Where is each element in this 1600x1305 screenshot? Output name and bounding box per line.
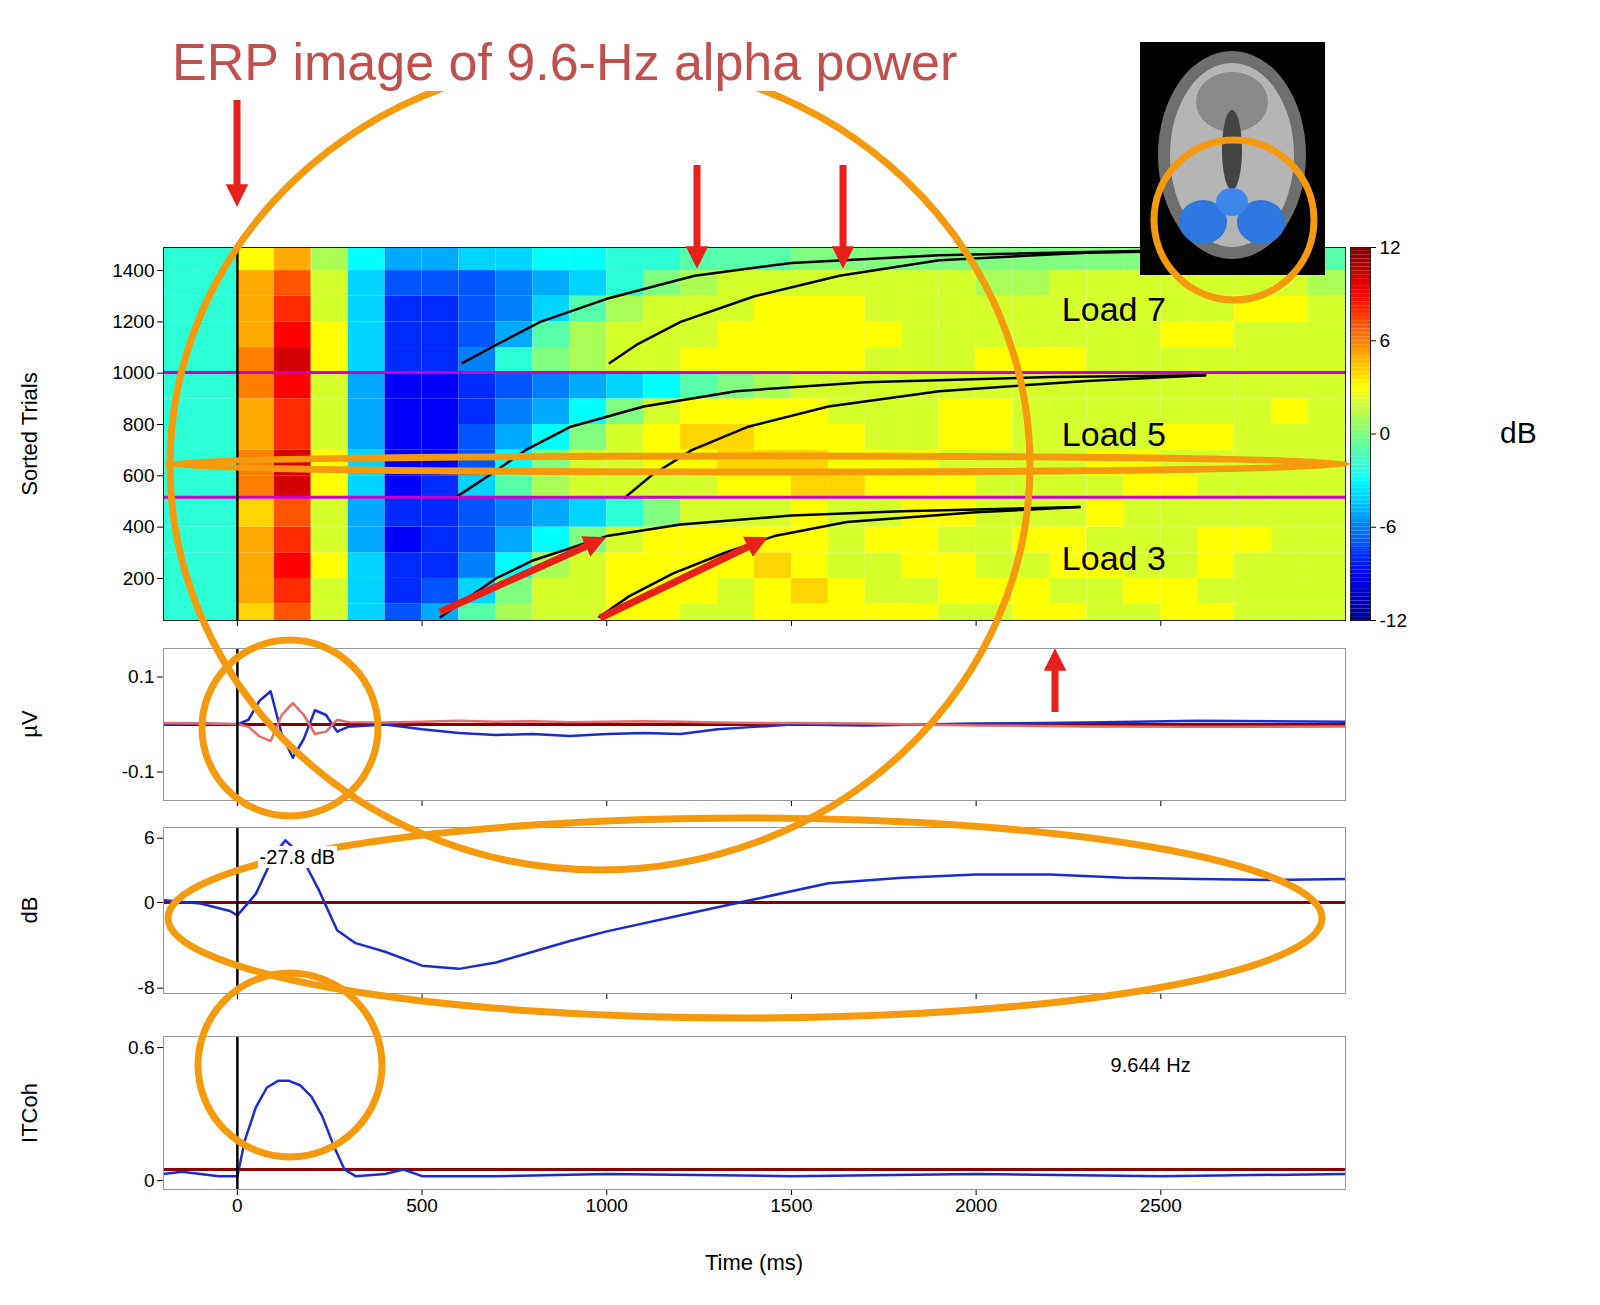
svg-text:6: 6 bbox=[144, 827, 155, 848]
svg-text:-8: -8 bbox=[138, 977, 155, 998]
svg-text:1500: 1500 bbox=[770, 1195, 812, 1216]
svg-text:-6: -6 bbox=[1380, 516, 1397, 537]
svg-text:0.6: 0.6 bbox=[128, 1037, 154, 1058]
svg-text:0: 0 bbox=[144, 1170, 155, 1191]
html-text:9.644 Hz: 9.644 Hz bbox=[1110, 1054, 1191, 1077]
svg-text:1000: 1000 bbox=[112, 362, 154, 383]
html-text:ERP image of 9.6-Hz alpha powe: ERP image of 9.6-Hz alpha power bbox=[172, 33, 958, 91]
svg-text:600: 600 bbox=[123, 465, 155, 486]
svg-text:200: 200 bbox=[123, 568, 155, 589]
svg-text:1200: 1200 bbox=[112, 311, 154, 332]
svg-text:-12: -12 bbox=[1380, 610, 1407, 630]
svg-text:800: 800 bbox=[123, 414, 155, 435]
html-text:Time (ms): Time (ms) bbox=[704, 1250, 804, 1275]
svg-text:6: 6 bbox=[1380, 330, 1391, 351]
svg-text:12: 12 bbox=[1380, 237, 1401, 258]
svg-text:Load 3: Load 3 bbox=[1062, 539, 1166, 577]
svg-text:1400: 1400 bbox=[112, 260, 154, 281]
svg-text:0: 0 bbox=[232, 1195, 243, 1216]
html-text:dB: dB bbox=[17, 896, 42, 924]
svg-text:500: 500 bbox=[406, 1195, 438, 1216]
html-text:Sorted Trials: Sorted Trials bbox=[17, 371, 42, 496]
svg-text:1000: 1000 bbox=[586, 1195, 628, 1216]
svg-text:0.1: 0.1 bbox=[128, 666, 154, 687]
svg-text:Load 7: Load 7 bbox=[1062, 290, 1166, 328]
html-text:ITCoh: ITCoh bbox=[17, 1082, 42, 1143]
html-text:dB: dB bbox=[1500, 415, 1537, 449]
svg-text:-0.1: -0.1 bbox=[122, 761, 155, 782]
svg-text:400: 400 bbox=[123, 516, 155, 537]
svg-text:0: 0 bbox=[144, 892, 155, 913]
svg-text:2500: 2500 bbox=[1140, 1195, 1182, 1216]
svg-text:2000: 2000 bbox=[955, 1195, 997, 1216]
svg-text:0: 0 bbox=[1380, 423, 1391, 444]
html-text:-27.8 dB: -27.8 dB bbox=[259, 845, 336, 868]
svg-text:Load 5: Load 5 bbox=[1062, 415, 1166, 453]
html-text:µV: µV bbox=[17, 710, 42, 738]
